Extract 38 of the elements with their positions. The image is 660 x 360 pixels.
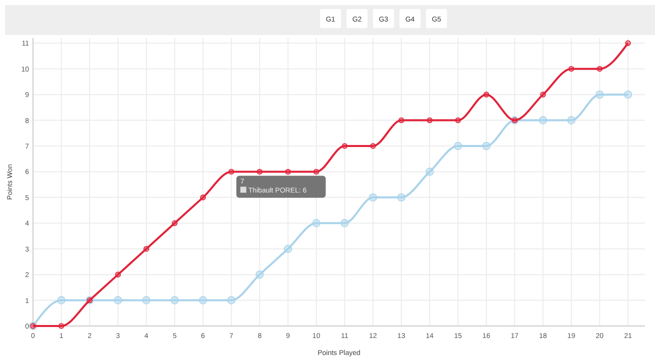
point <box>170 296 179 304</box>
point <box>540 92 546 98</box>
point <box>426 168 434 176</box>
point <box>200 194 206 200</box>
point <box>256 168 263 175</box>
point <box>398 117 404 124</box>
point <box>228 168 234 175</box>
point <box>142 296 150 304</box>
point <box>370 143 376 149</box>
point <box>284 244 292 253</box>
point <box>285 168 291 175</box>
point <box>340 219 349 228</box>
point <box>198 296 208 304</box>
point <box>312 219 320 228</box>
point <box>625 40 631 46</box>
point <box>567 116 576 124</box>
point <box>58 323 64 329</box>
point <box>624 90 632 99</box>
point <box>368 193 378 202</box>
point <box>426 117 433 124</box>
point <box>115 272 121 278</box>
point <box>596 66 603 72</box>
point <box>538 116 548 124</box>
point <box>256 270 264 279</box>
point <box>57 296 66 304</box>
point <box>568 66 574 72</box>
point <box>454 142 462 150</box>
point <box>596 90 604 99</box>
point <box>114 296 122 304</box>
point <box>482 142 490 150</box>
point <box>172 220 178 226</box>
point <box>143 246 150 252</box>
point <box>483 92 490 98</box>
point <box>455 117 461 124</box>
point <box>313 168 320 175</box>
point <box>397 193 406 202</box>
point <box>227 296 236 304</box>
point <box>342 143 348 149</box>
